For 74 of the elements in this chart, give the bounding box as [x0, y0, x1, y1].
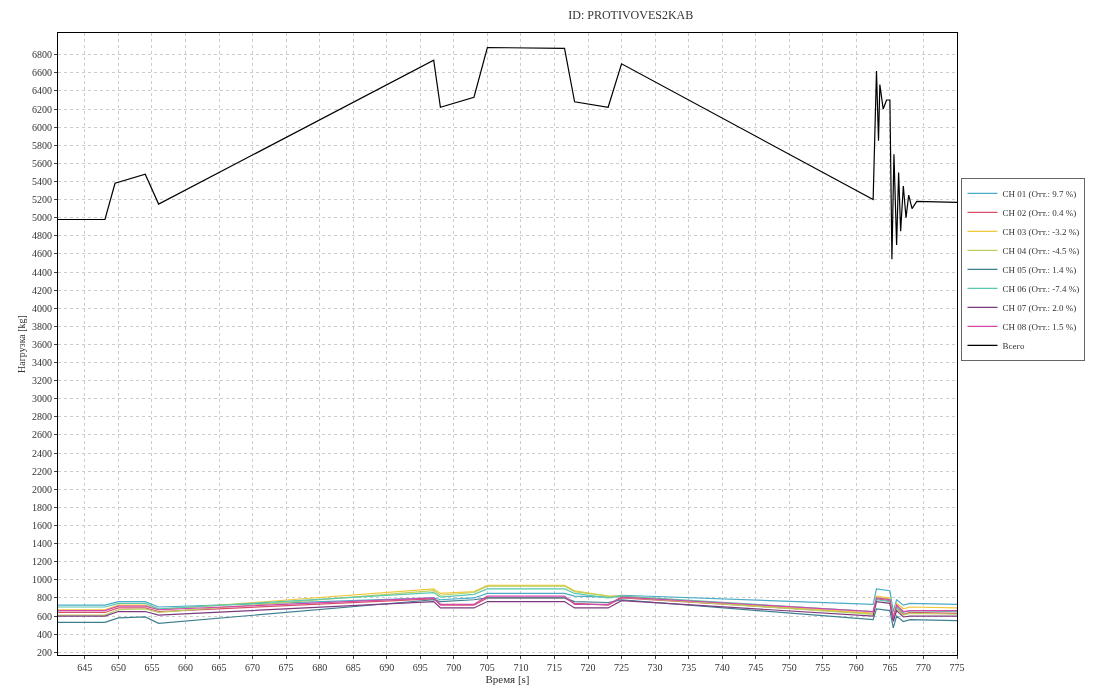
x-tick-label: 675 [278, 662, 294, 673]
legend-label: CH 05 (Отт.: 1.4 %) [1002, 264, 1077, 275]
x-tick-label: 695 [412, 662, 428, 673]
y-tick-label: 1800 [32, 501, 52, 513]
x-tick-label: 710 [513, 662, 529, 673]
x-tick-label: 735 [681, 662, 697, 673]
legend-label: CH 07 (Отт.: 2.0 %) [1002, 302, 1077, 313]
x-tick-label: 755 [815, 662, 831, 673]
y-tick-label: 1200 [32, 556, 52, 568]
y-tick-label: 5600 [32, 157, 52, 169]
y-tick-label: 1400 [32, 538, 52, 550]
x-axis-title: Время [s] [485, 673, 530, 685]
y-tick-label: 600 [37, 610, 52, 622]
y-tick-label: 6200 [32, 103, 52, 115]
y-tick-label: 200 [37, 646, 52, 658]
x-tick-label: 770 [915, 662, 931, 673]
y-tick-label: 6600 [32, 67, 52, 79]
legend-label: CH 04 (Отт.: -4.5 %) [1002, 245, 1080, 256]
x-tick-label: 775 [949, 662, 965, 673]
legend-label: CH 02 (Отт.: 0.4 %) [1002, 207, 1077, 218]
y-tick-label: 3800 [32, 320, 52, 332]
x-tick-label: 650 [110, 662, 126, 673]
x-tick-label: 690 [379, 662, 395, 673]
legend-label: Всего [1002, 340, 1026, 351]
x-tick-label: 765 [882, 662, 898, 673]
y-tick-label: 1600 [32, 520, 52, 532]
x-tick-label: 740 [714, 662, 730, 673]
x-tick-label: 745 [748, 662, 764, 673]
x-tick-label: 720 [580, 662, 596, 673]
y-tick-label: 400 [37, 628, 52, 640]
x-tick-label: 680 [312, 662, 328, 673]
y-tick-label: 4000 [32, 302, 52, 314]
y-tick-label: 2800 [32, 411, 52, 423]
y-tick-label: 800 [37, 592, 52, 604]
x-tick-label: 725 [614, 662, 630, 673]
legend-label: CH 03 (Отт.: -3.2 %) [1002, 226, 1080, 237]
y-tick-label: 4200 [32, 284, 52, 296]
x-tick-label: 665 [211, 662, 227, 673]
y-tick-label: 1000 [32, 574, 52, 586]
x-tick-label: 705 [479, 662, 495, 673]
legend-label: CH 01 (Отт.: 9.7 %) [1002, 188, 1077, 199]
x-tick-label: 715 [546, 662, 562, 673]
line-series [58, 597, 957, 629]
y-tick-label: 3400 [32, 357, 52, 369]
x-tick-label: 700 [446, 662, 462, 673]
x-tick-label: 760 [848, 662, 864, 673]
legend-label: CH 08 (Отт.: 1.5 %) [1002, 321, 1077, 332]
y-tick-label: 4400 [32, 266, 52, 278]
chart-title: ID: PROTIVOVES2KAB [568, 7, 694, 22]
x-tick-label: 660 [177, 662, 193, 673]
x-tick-label: 685 [345, 662, 361, 673]
x-tick-label: 655 [144, 662, 160, 673]
x-tick-label: 730 [647, 662, 663, 673]
y-tick-label: 4800 [32, 230, 52, 242]
y-tick-label: 3600 [32, 338, 52, 350]
y-tick-label: 3000 [32, 393, 52, 405]
x-tick-label: 670 [245, 662, 261, 673]
y-tick-label: 5800 [32, 139, 52, 151]
y-tick-label: 5400 [32, 175, 52, 187]
y-axis-title: Нагрузка [kg] [16, 315, 27, 373]
y-tick-label: 2200 [32, 465, 52, 477]
legend-label: CH 06 (Отт.: -7.4 %) [1002, 283, 1080, 294]
y-tick-label: 5200 [32, 194, 52, 206]
y-tick-label: 6000 [32, 121, 52, 133]
y-tick-label: 6400 [32, 85, 52, 97]
y-tick-label: 4600 [32, 248, 52, 260]
x-tick-label: 750 [781, 662, 797, 673]
y-tick-label: 3200 [32, 375, 52, 387]
y-tick-label: 2000 [32, 483, 52, 495]
y-tick-label: 6800 [32, 49, 52, 61]
y-tick-label: 2600 [32, 429, 52, 441]
x-tick-label: 645 [77, 662, 93, 673]
y-tick-label: 2400 [32, 447, 52, 459]
y-tick-label: 5000 [32, 212, 52, 224]
